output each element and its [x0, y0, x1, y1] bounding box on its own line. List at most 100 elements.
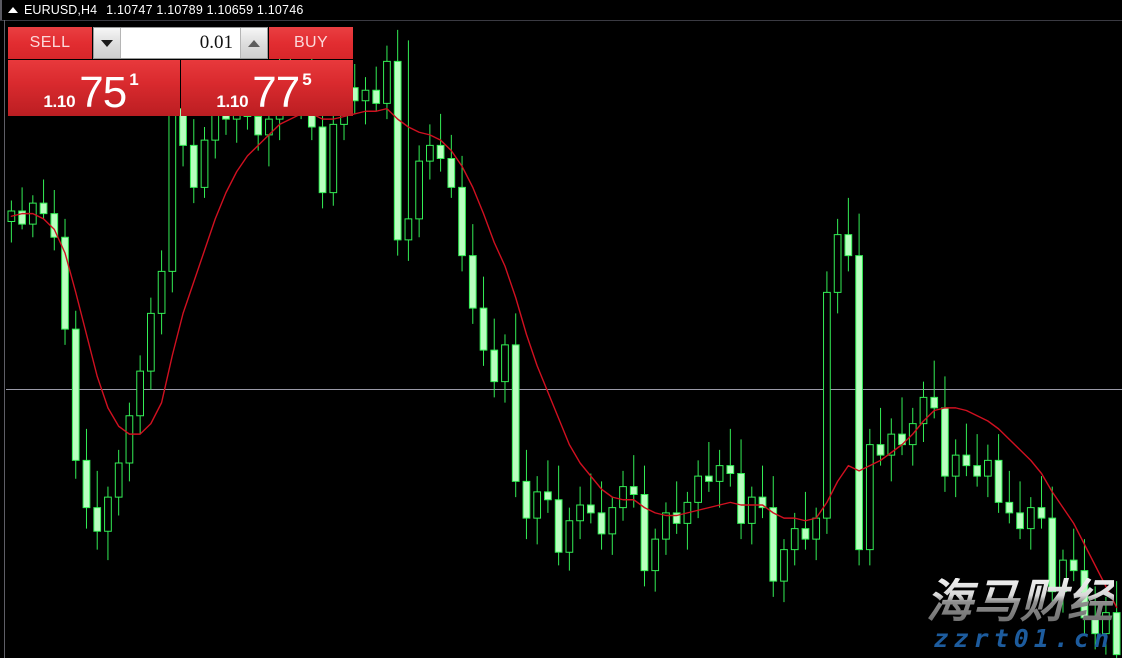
candle-body [533, 491, 542, 519]
candle-body [1037, 507, 1046, 519]
buy-price-fraction: 5 [302, 69, 312, 89]
candle-body [962, 454, 971, 467]
candle-body [490, 349, 499, 383]
one-click-trading-panel[interactable]: SELL 0.01 BUY 1.10 75 1 [8, 27, 353, 116]
candle-body [833, 234, 842, 293]
sell-price-main: 75 [79, 67, 127, 116]
candle-body [586, 504, 595, 514]
candle-body [651, 538, 660, 572]
candle-body [790, 528, 799, 551]
moving-average-line [10, 107, 1118, 609]
candle-body [769, 507, 778, 582]
candle-body [39, 202, 48, 215]
sell-price-button[interactable]: 1.10 75 1 [8, 60, 180, 116]
candle-body [844, 234, 853, 257]
candle-body [629, 486, 638, 495]
candle-body [361, 89, 370, 102]
lot-size-input[interactable]: 0.01 [121, 28, 240, 58]
candle-body [887, 433, 896, 456]
candle-body [393, 60, 402, 241]
candle-body [662, 512, 670, 540]
lot-increase-button[interactable] [240, 28, 267, 58]
candle-body [565, 520, 574, 553]
candle-body [511, 344, 520, 482]
candle-body [715, 465, 724, 482]
triangle-up-icon [248, 39, 260, 47]
candle-body [865, 444, 874, 551]
domain-label: zzrt01.cn [933, 623, 1114, 653]
candle-body [919, 396, 928, 425]
candle-body [737, 473, 745, 524]
candle-body [576, 504, 584, 522]
oct-price-row: 1.10 75 1 1.10 77 5 [8, 60, 353, 116]
candle-body [168, 108, 177, 272]
candle-body [501, 344, 509, 383]
candle-body [1016, 512, 1024, 530]
candle-body [640, 494, 649, 572]
candle-body [104, 496, 112, 532]
candle-body [71, 328, 80, 461]
candle-body [758, 496, 767, 509]
candle-body [136, 370, 144, 417]
candle-body [705, 475, 713, 482]
candle-body [801, 528, 810, 540]
candle-body [855, 255, 863, 551]
candle-body [415, 160, 423, 220]
triangle-down-icon [101, 39, 113, 47]
buy-button[interactable]: BUY [269, 27, 353, 59]
candle-body [436, 144, 445, 159]
candle-body [200, 139, 209, 188]
candle-body [973, 465, 981, 477]
candle-body [1059, 559, 1067, 593]
candle-body [951, 454, 960, 477]
candle-body [426, 144, 434, 162]
buy-price-button[interactable]: 1.10 77 5 [181, 60, 353, 116]
window-edge [0, 0, 2, 20]
chart-title-bar: EURUSD,H4 1.10747 1.10789 1.10659 1.1074… [0, 0, 1122, 20]
candle-body [726, 465, 735, 474]
sell-button[interactable]: SELL [8, 27, 92, 59]
candle-body [318, 126, 327, 194]
candle-body [93, 507, 102, 532]
candle-body [18, 210, 26, 225]
candle-body [672, 512, 681, 524]
candle-body [458, 186, 466, 257]
buy-price-main: 77 [252, 67, 300, 116]
candle-body [61, 236, 69, 330]
candle-body [447, 158, 456, 188]
candle-body [329, 123, 338, 194]
candle-body [812, 517, 821, 540]
ohlc-values-label: 1.10747 1.10789 1.10659 1.10746 [106, 3, 304, 17]
candle-body [372, 89, 381, 104]
candle-body [597, 512, 606, 535]
candle-body [254, 116, 263, 136]
candle-body [608, 507, 617, 535]
candle-body [468, 255, 477, 309]
candle-body [404, 218, 413, 241]
candle-body [189, 144, 198, 188]
triangle-up-icon[interactable] [8, 7, 18, 13]
candle-body [747, 496, 756, 524]
candle-body [383, 60, 391, 104]
candle-body [694, 475, 702, 503]
candle-body [1091, 617, 1100, 635]
lot-size-stepper[interactable]: 0.01 [93, 27, 268, 59]
chart-left-border [4, 20, 5, 658]
candle-body [941, 407, 949, 477]
candle-body [147, 312, 155, 372]
sell-price-value: 1.10 75 1 [43, 67, 144, 116]
oct-controls-row: SELL 0.01 BUY [8, 27, 353, 59]
candle-body [114, 462, 123, 498]
candle-body [125, 415, 134, 464]
candle-body [1069, 559, 1078, 572]
candle-body [544, 491, 552, 501]
candle-body [1048, 517, 1057, 593]
chart-top-border [0, 20, 1122, 21]
candle-body [554, 499, 563, 553]
candle-body [82, 459, 91, 509]
lot-decrease-button[interactable] [94, 28, 121, 58]
candle-body [994, 459, 1003, 503]
candle-body [1026, 507, 1035, 530]
